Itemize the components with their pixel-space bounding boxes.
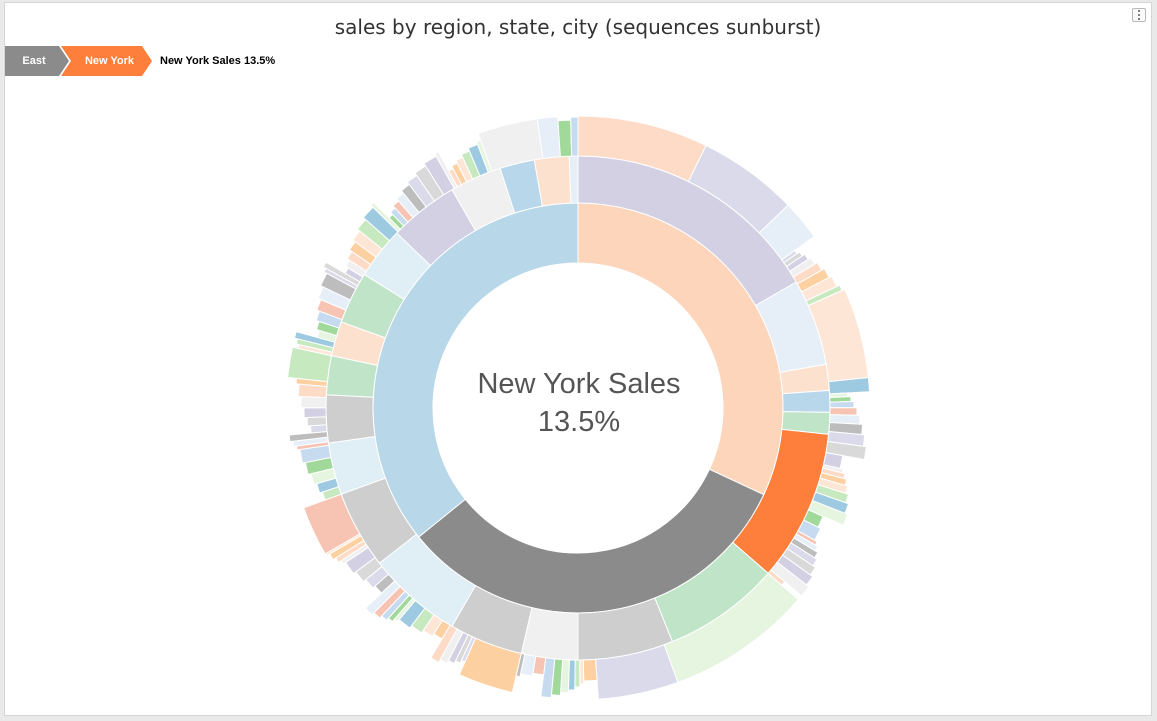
sunburst-city-segment[interactable] bbox=[303, 407, 327, 419]
sunburst-city-segment[interactable] bbox=[767, 569, 786, 586]
more-options-icon[interactable] bbox=[1132, 8, 1146, 22]
breadcrumb-item-new-york[interactable]: New York bbox=[61, 46, 152, 76]
sunburst-state-segment[interactable] bbox=[325, 394, 376, 444]
sunburst-city-segment[interactable] bbox=[300, 396, 327, 409]
sunburst-city-segment[interactable] bbox=[306, 416, 328, 427]
sunburst-state-segment[interactable] bbox=[568, 155, 579, 204]
chart-title: sales by region, state, city (sequences … bbox=[334, 15, 822, 39]
breadcrumb-summary: New York Sales 13.5% bbox=[160, 55, 276, 67]
sunburst-city-segment[interactable] bbox=[574, 659, 581, 688]
sunburst-state-segment[interactable] bbox=[781, 389, 831, 413]
sunburst-chart[interactable] bbox=[5, 3, 1153, 717]
sunburst-city-segment[interactable] bbox=[570, 116, 579, 157]
sunburst-city-segment[interactable] bbox=[295, 377, 328, 388]
sunburst-city-segment[interactable] bbox=[829, 407, 858, 416]
chart-panel: sales by region, state, city (sequences … bbox=[4, 2, 1152, 716]
sunburst-city-segment[interactable] bbox=[475, 139, 493, 174]
sunburst-city-segment[interactable] bbox=[515, 652, 526, 678]
sunburst-city-segment[interactable] bbox=[805, 284, 843, 307]
breadcrumb-item-east[interactable]: East bbox=[5, 46, 69, 76]
sunburst-city-segment[interactable] bbox=[325, 533, 362, 557]
sunburst-city-segment[interactable] bbox=[557, 119, 573, 158]
breadcrumb-label: East bbox=[22, 55, 46, 67]
breadcrumb-shape bbox=[61, 46, 152, 76]
breadcrumb-label: New York bbox=[84, 55, 135, 67]
sunburst-city-segment[interactable] bbox=[582, 658, 598, 682]
sunburst-city-segment[interactable] bbox=[829, 400, 855, 409]
breadcrumb-shape bbox=[5, 46, 69, 76]
